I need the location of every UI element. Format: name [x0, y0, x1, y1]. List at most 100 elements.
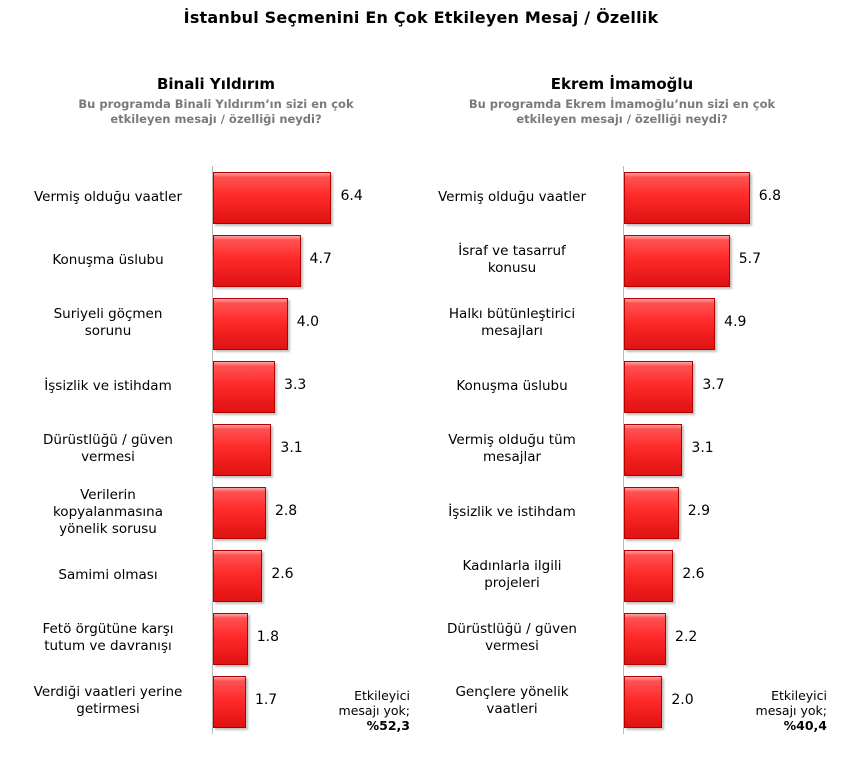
data-label: 2.0	[671, 692, 694, 708]
category-label: Suriyeli göçmen sorunu	[8, 298, 208, 348]
bar	[624, 676, 663, 728]
category-label-line: Fetö örgütüne karşı	[42, 621, 174, 637]
category-label-text: Verdiği vaatleri yerine getirmesi	[34, 684, 183, 718]
category-label-line: Vermiş olduğu vaatler	[33, 188, 183, 205]
note-line: mesajı yok;	[338, 703, 410, 718]
category-label-line: yönelik sorusu	[59, 520, 157, 537]
note-line: Etkileyici	[771, 688, 827, 703]
data-label: 2.6	[271, 566, 294, 582]
category-label: Dürüstlüğü / güven vermesi	[8, 424, 208, 474]
note-value: %52,3	[366, 718, 410, 733]
panel-title: Binali Yıldırım	[156, 75, 276, 93]
category-label-text: Dürüstlüğü / güven vermesi	[447, 621, 577, 655]
panel-subtitle-line: Bu programda Ekrem İmamoğlu’nun sizi en …	[468, 97, 776, 111]
category-label-line: tutum ve davranışı	[44, 638, 172, 654]
category-label-line: İşsizlik ve istihdam	[448, 503, 576, 520]
bar	[213, 613, 248, 665]
category-label-line: Verdiği vaatleri yerine	[33, 684, 183, 700]
no-message-note: Etkileyici mesajı yok; %40,4	[707, 688, 827, 733]
bar	[213, 676, 246, 728]
category-label: Vermiş olduğu tüm mesajlar	[412, 424, 612, 474]
data-label: 1.7	[254, 692, 278, 708]
category-label-text: Konuşma üslubu	[456, 378, 567, 395]
category-label-text: Kadınlarla ilgili projeleri	[463, 558, 562, 592]
bar	[624, 298, 716, 350]
category-label-line: Kadınlarla ilgili	[462, 558, 562, 574]
category-label: Dürüstlüğü / güven vermesi	[412, 613, 612, 663]
data-label: 6.8	[758, 188, 782, 204]
data-label: 5.7	[738, 251, 761, 267]
category-label-line: Vermiş olduğu tüm	[448, 432, 576, 448]
category-label: Fetö örgütüne karşı tutum ve davranışı	[8, 613, 208, 663]
data-label: 6.4	[340, 188, 363, 204]
category-label-text: İsraf ve tasarruf konusu	[458, 243, 566, 277]
data-label: 2.6	[682, 566, 705, 582]
category-label-text: Dürüstlüğü / güven vermesi	[43, 432, 173, 466]
category-label: Gençlere yönelik vaatleri	[412, 676, 612, 726]
bar	[213, 235, 301, 287]
category-label-text: İşsizlik ve istihdam	[44, 378, 171, 395]
category-label-text: Halkı bütünleştirici mesajları	[449, 306, 575, 340]
category-label: İsraf ve tasarruf konusu	[412, 235, 612, 285]
category-label: Verilerin kopyalanmasına yönelik sorusu	[8, 487, 208, 537]
category-label-line: Verilerin	[80, 486, 136, 503]
category-label-line: vaatleri	[486, 701, 538, 717]
note-value: %40,4	[783, 718, 827, 733]
panel-subtitle: Bu programda Binali Yıldırım’ın sizi en …	[16, 97, 416, 127]
category-label-text: Vermiş olduğu tüm mesajlar	[448, 432, 576, 466]
panel-subtitle-line: Bu programda Binali Yıldırım’ın sizi en …	[78, 97, 354, 111]
bar	[624, 172, 750, 224]
category-label: İşsizlik ve istihdam	[8, 361, 208, 411]
category-label-line: Samimi olması	[58, 566, 158, 583]
category-label-text: Suriyeli göçmen sorunu	[54, 306, 163, 340]
panel-title: Ekrem İmamoğlu	[550, 75, 694, 93]
category-label-line: Dürüstlüğü / güven	[447, 621, 577, 637]
category-label-text: Vermiş olduğu vaatler	[34, 189, 182, 206]
data-label: 2.9	[687, 503, 711, 519]
data-label: 3.3	[284, 377, 307, 393]
panel-subtitle-line: etkileyen mesajı / özelliği neydi?	[516, 112, 728, 126]
category-label: Konuşma üslubu	[8, 235, 208, 285]
data-label: 3.7	[702, 377, 725, 393]
bar	[624, 613, 667, 665]
category-label-line: Suriyeli göçmen	[53, 306, 163, 322]
chart-title: İstanbul Seçmenini En Çok Etkileyen Mesa…	[183, 8, 659, 27]
category-label-line: Vermiş olduğu vaatler	[437, 188, 587, 205]
bar	[213, 487, 266, 539]
category-label-line: vermesi	[81, 449, 135, 465]
category-label: Konuşma üslubu	[412, 361, 612, 411]
bar	[213, 550, 263, 602]
category-axis	[623, 166, 624, 734]
category-label-line: Gençlere yönelik	[455, 684, 569, 700]
data-label: 3.1	[691, 440, 714, 456]
category-label-text: Verilerin kopyalanmasına yönelik sorusu	[53, 487, 163, 538]
category-label-line: vermesi	[485, 638, 539, 654]
bar	[624, 424, 683, 476]
category-label-text: Gençlere yönelik vaatleri	[455, 684, 568, 718]
note-line: mesajı yok;	[755, 703, 827, 718]
category-label-line: İsraf ve tasarruf	[458, 243, 566, 259]
note-line: Etkileyici	[354, 688, 410, 703]
category-label: İşsizlik ve istihdam	[412, 487, 612, 537]
category-label-line: İşsizlik ve istihdam	[44, 377, 172, 394]
no-message-note: Etkileyici mesajı yok; %52,3	[290, 688, 410, 733]
bar	[213, 424, 272, 476]
category-label: Kadınlarla ilgili projeleri	[412, 550, 612, 600]
bar	[624, 235, 730, 287]
bar	[624, 361, 694, 413]
category-label: Halkı bütünleştirici mesajları	[412, 298, 612, 348]
category-label-line: konusu	[487, 260, 537, 276]
category-label-text: Vermiş olduğu vaatler	[438, 189, 586, 206]
category-label: Vermiş olduğu vaatler	[412, 172, 612, 222]
bar	[624, 550, 674, 602]
category-label-line: sorunu	[84, 323, 132, 339]
data-label: 3.1	[280, 440, 303, 456]
category-label-line: Halkı bütünleştirici	[448, 306, 576, 322]
category-label-line: Konuşma üslubu	[456, 377, 568, 394]
category-label-text: Konuşma üslubu	[52, 252, 163, 269]
category-label-text: Samimi olması	[58, 567, 157, 584]
data-label: 4.7	[309, 251, 332, 267]
bar	[213, 298, 288, 350]
category-label-line: mesajlar	[482, 449, 542, 465]
category-label-text: İşsizlik ve istihdam	[448, 504, 575, 521]
